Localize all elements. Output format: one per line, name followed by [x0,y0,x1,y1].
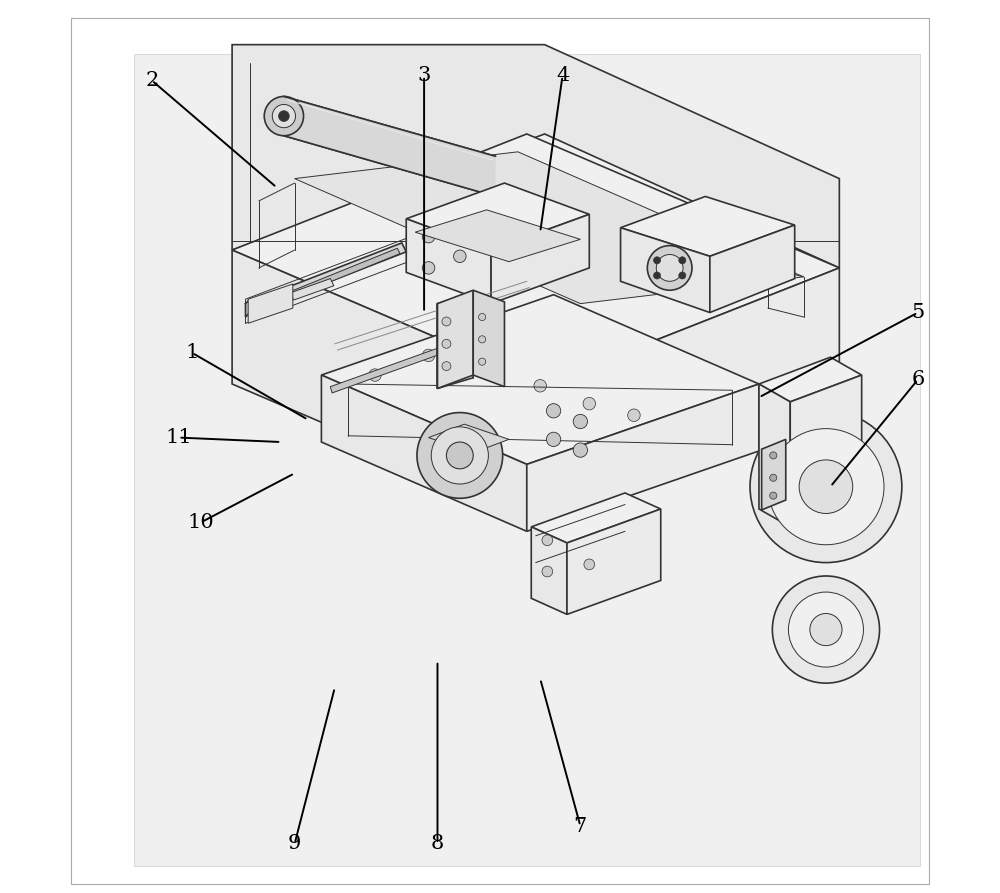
Text: 11: 11 [165,428,192,447]
Polygon shape [545,268,839,518]
Text: 9: 9 [288,834,301,854]
Polygon shape [491,214,589,304]
Circle shape [422,230,435,243]
Text: 5: 5 [911,303,925,322]
Circle shape [454,250,466,263]
Circle shape [628,409,640,421]
Circle shape [799,460,853,513]
Circle shape [770,452,777,459]
Polygon shape [248,284,293,323]
Circle shape [479,358,486,365]
Circle shape [442,339,451,348]
Circle shape [750,411,902,563]
Polygon shape [232,250,545,518]
Circle shape [442,362,451,371]
Polygon shape [232,45,839,268]
Circle shape [656,255,683,281]
Polygon shape [527,384,759,531]
Polygon shape [621,228,710,313]
Polygon shape [406,219,491,304]
Circle shape [653,271,661,279]
Circle shape [546,404,561,418]
Polygon shape [321,375,527,531]
Circle shape [788,592,863,667]
Circle shape [431,427,488,484]
Text: 7: 7 [574,816,587,836]
Circle shape [422,349,435,362]
Polygon shape [429,424,509,453]
Circle shape [583,397,596,410]
Polygon shape [567,509,661,614]
Circle shape [573,443,588,457]
Polygon shape [415,210,580,262]
Polygon shape [295,152,804,304]
Polygon shape [790,375,862,527]
Circle shape [770,474,777,481]
Circle shape [542,535,553,546]
Circle shape [454,219,466,231]
Circle shape [476,331,488,344]
Polygon shape [406,183,589,250]
Circle shape [479,313,486,321]
Circle shape [772,576,880,683]
Circle shape [369,369,381,381]
Circle shape [768,429,884,545]
Text: 8: 8 [431,834,444,854]
Circle shape [573,414,588,429]
Polygon shape [232,134,839,384]
Circle shape [584,559,595,570]
Circle shape [810,613,842,646]
Circle shape [422,262,435,274]
Polygon shape [621,196,795,256]
Text: 3: 3 [417,66,431,86]
Circle shape [679,271,686,279]
Circle shape [679,257,686,264]
Circle shape [272,104,296,128]
Polygon shape [321,295,759,464]
Polygon shape [710,225,795,313]
Polygon shape [245,243,406,313]
Polygon shape [759,357,862,402]
Text: 6: 6 [911,370,925,389]
Circle shape [442,317,451,326]
Text: 1: 1 [185,343,199,363]
Circle shape [647,246,692,290]
Polygon shape [759,384,790,527]
Polygon shape [762,439,786,510]
Polygon shape [437,290,473,388]
Circle shape [279,111,289,121]
Circle shape [770,492,777,499]
Circle shape [264,96,304,136]
Polygon shape [473,290,504,387]
Circle shape [542,566,553,577]
Polygon shape [531,493,661,543]
Circle shape [417,413,503,498]
Polygon shape [252,248,400,313]
Circle shape [653,257,661,264]
Polygon shape [330,348,439,393]
Polygon shape [245,299,250,317]
Polygon shape [290,279,334,300]
Polygon shape [531,527,567,614]
Text: 2: 2 [145,71,158,90]
Text: 4: 4 [556,66,569,86]
Text: 10: 10 [187,513,214,532]
Circle shape [479,336,486,343]
Bar [134,54,920,866]
Circle shape [446,442,473,469]
Polygon shape [284,96,496,196]
Circle shape [546,432,561,446]
Circle shape [534,380,546,392]
